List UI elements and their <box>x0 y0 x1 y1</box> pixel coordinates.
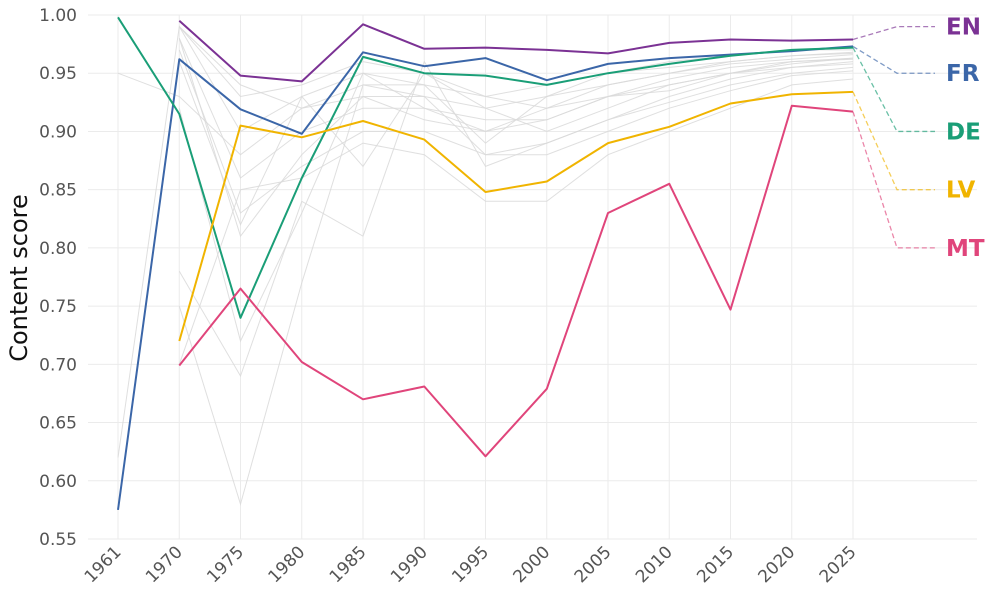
series-label-en: EN <box>946 15 981 41</box>
series-label-mt: MT <box>946 236 985 262</box>
x-tick-label: 2010 <box>632 542 677 587</box>
background-series-line <box>178 57 854 226</box>
background-series-line <box>178 78 854 365</box>
y-tick-label: 0.65 <box>39 414 77 434</box>
y-tick-label: 0.80 <box>39 239 77 259</box>
y-tick-label: 0.70 <box>39 355 77 375</box>
label-leader-mt <box>852 111 935 249</box>
background-series-line <box>178 49 854 214</box>
background-series-line <box>178 52 854 506</box>
y-tick-label: 1.00 <box>39 6 77 26</box>
y-tick-label: 0.60 <box>39 472 77 492</box>
y-tick-label: 0.95 <box>39 64 77 84</box>
x-tick-label: 1970 <box>142 542 187 587</box>
label-leader-layer <box>852 25 935 249</box>
series-labels: EN FR DE LV MT <box>946 15 985 262</box>
x-tick-label: 1985 <box>326 542 371 587</box>
y-tick-label: 0.75 <box>39 297 77 317</box>
y-tick-label: 0.55 <box>39 530 77 550</box>
series-line-fr <box>117 45 854 511</box>
x-tick-label: 2020 <box>755 542 800 587</box>
x-tick-label: 1975 <box>203 542 248 587</box>
series-label-lv: LV <box>946 178 975 204</box>
label-leader-fr <box>852 45 935 74</box>
background-series-line <box>178 57 854 343</box>
x-tick-label: 2005 <box>571 542 616 587</box>
label-leader-lv <box>852 91 935 191</box>
x-tick-label: 1961 <box>81 542 126 587</box>
background-series-line <box>178 38 854 238</box>
x-tick-label: 1995 <box>448 542 493 587</box>
series-line-en <box>178 20 854 83</box>
grid-layer <box>88 14 977 540</box>
label-leader-de <box>852 47 935 133</box>
x-tick-label: 2000 <box>510 542 555 587</box>
series-line-mt <box>178 104 854 458</box>
x-tick-label: 2025 <box>816 542 861 587</box>
highlight-series-layer <box>117 16 854 511</box>
x-tick-label: 1980 <box>265 542 310 587</box>
x-tick-labels: 1961 1970 1975 1980 1985 1990 1995 2000 2005 2010… <box>81 542 861 587</box>
y-tick-label: 0.85 <box>39 181 77 201</box>
x-tick-label: 2015 <box>693 542 738 587</box>
series-line-de <box>117 16 854 319</box>
series-line-lv <box>178 90 854 342</box>
y-tick-labels: 0.55 0.60 0.65 0.70 0.75 0.80 0.85 0.90 0.95 1.00 <box>39 6 77 550</box>
y-tick-label: 0.90 <box>39 122 77 142</box>
series-label-de: DE <box>946 119 981 145</box>
label-leader-en <box>852 25 935 41</box>
background-series-line <box>178 26 854 109</box>
x-tick-label: 1990 <box>387 542 432 587</box>
y-axis-title: Content score <box>5 194 33 362</box>
series-label-fr: FR <box>946 61 980 87</box>
